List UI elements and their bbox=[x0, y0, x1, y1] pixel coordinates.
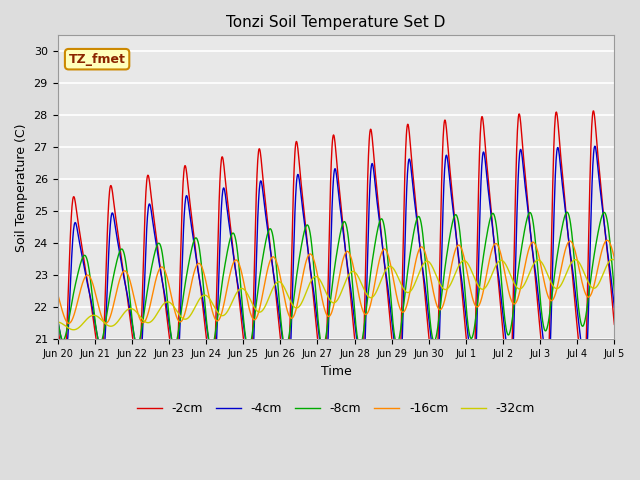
Line: -16cm: -16cm bbox=[58, 240, 614, 324]
-16cm bbox=[604, 238, 611, 243]
-2cm bbox=[301, 221, 309, 227]
-8cm bbox=[120, 248, 127, 254]
-32cm bbox=[291, 304, 298, 310]
Text: TZ_fmet: TZ_fmet bbox=[68, 53, 125, 66]
Line: -8cm: -8cm bbox=[58, 212, 614, 348]
-8cm bbox=[371, 242, 379, 248]
-32cm bbox=[302, 290, 310, 296]
X-axis label: Time: Time bbox=[321, 365, 351, 378]
-2cm bbox=[312, 314, 319, 320]
-2cm bbox=[290, 175, 298, 180]
-4cm bbox=[290, 243, 298, 249]
-32cm bbox=[371, 292, 379, 298]
-2cm bbox=[394, 394, 402, 400]
-8cm bbox=[563, 209, 571, 215]
-16cm bbox=[97, 312, 105, 318]
-4cm bbox=[54, 317, 61, 323]
-2cm bbox=[589, 108, 597, 114]
Y-axis label: Soil Temperature (C): Soil Temperature (C) bbox=[15, 123, 28, 252]
-2cm bbox=[54, 323, 61, 329]
-4cm bbox=[312, 302, 319, 308]
-4cm bbox=[371, 174, 378, 180]
-16cm bbox=[291, 312, 298, 318]
-8cm bbox=[291, 292, 298, 298]
Line: -2cm: -2cm bbox=[58, 111, 614, 397]
-2cm bbox=[371, 160, 378, 166]
-32cm bbox=[312, 274, 319, 279]
-16cm bbox=[302, 260, 310, 266]
-8cm bbox=[312, 288, 319, 294]
-4cm bbox=[97, 353, 104, 359]
Line: -4cm: -4cm bbox=[58, 146, 614, 381]
-16cm bbox=[65, 321, 72, 326]
-2cm bbox=[120, 268, 127, 274]
-4cm bbox=[611, 304, 618, 310]
-32cm bbox=[611, 257, 618, 263]
-4cm bbox=[591, 144, 599, 149]
-32cm bbox=[120, 311, 127, 316]
-16cm bbox=[120, 268, 127, 274]
-16cm bbox=[371, 281, 379, 287]
-2cm bbox=[97, 367, 104, 372]
-32cm bbox=[97, 316, 105, 322]
-8cm bbox=[54, 314, 61, 320]
-4cm bbox=[396, 378, 403, 384]
-32cm bbox=[609, 256, 616, 262]
-32cm bbox=[70, 327, 77, 333]
-16cm bbox=[312, 264, 319, 270]
-8cm bbox=[244, 345, 252, 351]
Legend: -2cm, -4cm, -8cm, -16cm, -32cm: -2cm, -4cm, -8cm, -16cm, -32cm bbox=[132, 397, 540, 420]
-32cm bbox=[54, 319, 61, 325]
-16cm bbox=[54, 290, 61, 296]
Line: -32cm: -32cm bbox=[58, 259, 614, 330]
Title: Tonzi Soil Temperature Set D: Tonzi Soil Temperature Set D bbox=[227, 15, 445, 30]
-2cm bbox=[611, 322, 618, 327]
-8cm bbox=[97, 340, 104, 346]
-8cm bbox=[302, 224, 310, 230]
-4cm bbox=[120, 271, 127, 277]
-4cm bbox=[301, 226, 309, 232]
-16cm bbox=[611, 255, 618, 261]
-8cm bbox=[611, 288, 618, 294]
